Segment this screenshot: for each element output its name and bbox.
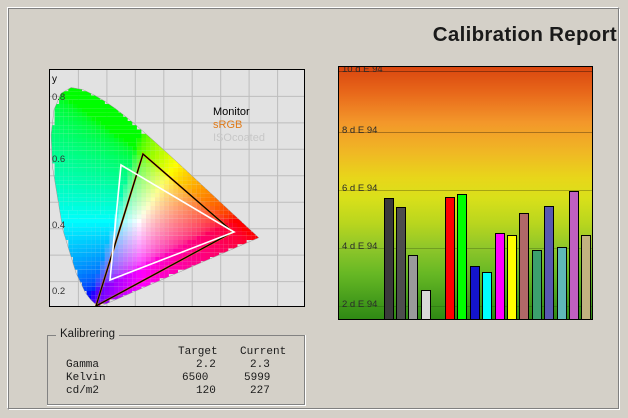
svg-text:0.8: 0.8 [52,92,65,103]
svg-text:0.6: 0.6 [52,154,65,165]
svg-text:y: y [52,74,57,85]
svg-text:0.4: 0.4 [52,220,65,231]
svg-text:sRGB: sRGB [213,119,242,131]
svg-text:ISOcoated: ISOcoated [213,132,265,144]
svg-text:0.2: 0.2 [52,286,65,297]
svg-text:Monitor: Monitor [213,106,250,118]
